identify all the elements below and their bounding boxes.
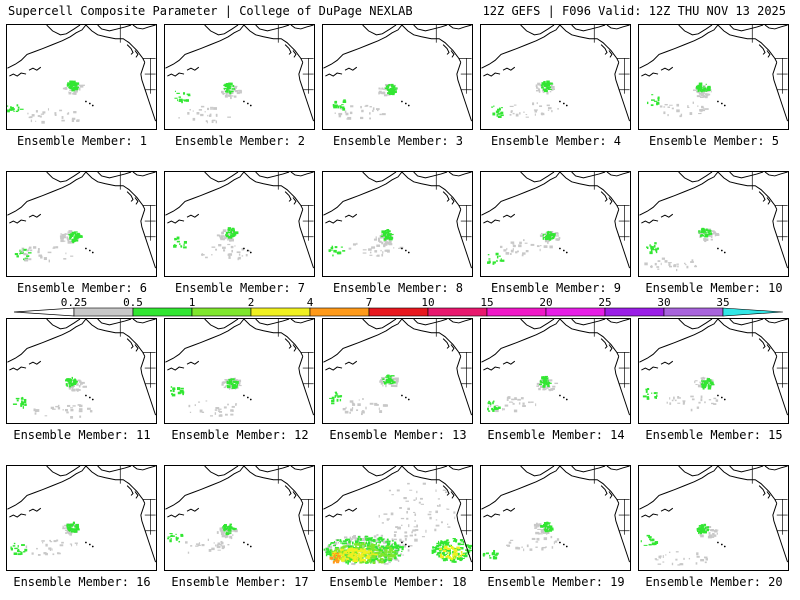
ensemble-member-map <box>322 171 473 277</box>
ensemble-member-map <box>6 318 157 424</box>
scp-field-map <box>481 319 630 416</box>
ensemble-member-label: Ensemble Member: 9 <box>490 281 622 295</box>
scp-field-map <box>323 466 472 566</box>
ensemble-member-map <box>322 465 473 571</box>
ensemble-member-map <box>480 318 631 424</box>
colorbar-tick: 7 <box>365 296 373 309</box>
colorbar-tick: 10 <box>421 296 435 309</box>
scp-field-map <box>639 172 788 272</box>
scp-field-map <box>323 25 472 122</box>
scp-field-map <box>639 319 788 416</box>
colorbar-segment <box>368 307 429 317</box>
colorbar-segment <box>604 307 665 317</box>
colorbar-segment <box>132 307 193 317</box>
ensemble-member-label: Ensemble Member: 5 <box>648 134 780 148</box>
colorbar-tick: 15 <box>480 296 494 309</box>
colorbar-segment <box>309 307 370 317</box>
ensemble-member-map <box>638 24 789 130</box>
scp-field-map <box>165 25 314 124</box>
scp-field-map <box>165 172 314 269</box>
colorbar-tick: 0.25 <box>60 296 88 309</box>
colorbar-segment <box>191 307 252 317</box>
ensemble-member-map <box>480 465 631 571</box>
ensemble-member-map <box>638 465 789 571</box>
ensemble-member-map <box>322 318 473 424</box>
ensemble-member-map <box>638 318 789 424</box>
colorbar-segment <box>486 307 547 317</box>
scp-field-map <box>481 466 630 563</box>
ensemble-member-map <box>6 171 157 277</box>
ensemble-member-label: Ensemble Member: 6 <box>16 281 148 295</box>
ensemble-member-map <box>164 318 315 424</box>
ensemble-member-label: Ensemble Member: 11 <box>13 428 151 442</box>
colorbar-tick: 35 <box>716 296 730 309</box>
scp-field-map <box>7 25 156 124</box>
ensemble-member-label: Ensemble Member: 19 <box>487 575 625 589</box>
ensemble-member-map <box>164 465 315 571</box>
colorbar-tick: 30 <box>657 296 671 309</box>
scp-field-map <box>7 319 156 419</box>
ensemble-member-label: Ensemble Member: 10 <box>645 281 783 295</box>
scp-field-map <box>7 466 156 563</box>
ensemble-member-label: Ensemble Member: 15 <box>645 428 783 442</box>
ensemble-member-label: Ensemble Member: 2 <box>174 134 306 148</box>
colorbar-tick: 0.5 <box>123 296 143 309</box>
ensemble-member-map <box>638 171 789 277</box>
colorbar-segment <box>427 307 488 317</box>
ensemble-member-map <box>164 24 315 130</box>
ensemble-member-map <box>322 24 473 130</box>
ensemble-member-label: Ensemble Member: 20 <box>645 575 783 589</box>
map-title: Supercell Composite Parameter | College … <box>8 4 413 18</box>
ensemble-member-label: Ensemble Member: 17 <box>171 575 309 589</box>
scp-field-map <box>323 172 472 269</box>
ensemble-member-label: Ensemble Member: 8 <box>332 281 464 295</box>
colorbar-tick: 4 <box>306 296 314 309</box>
ensemble-member-label: Ensemble Member: 1 <box>16 134 148 148</box>
colorbar-segment <box>73 307 134 317</box>
colorbar-segment <box>545 307 606 317</box>
ensemble-member-label: Ensemble Member: 18 <box>329 575 467 589</box>
ensemble-member-label: Ensemble Member: 3 <box>332 134 464 148</box>
colorbar-min-arrow <box>13 307 75 317</box>
ensemble-member-map <box>480 171 631 277</box>
colorbar-tick: 25 <box>598 296 612 309</box>
ensemble-member-map <box>164 171 315 277</box>
scp-field-map <box>7 172 156 269</box>
scp-field-map <box>639 466 788 566</box>
ensemble-member-label: Ensemble Member: 14 <box>487 428 625 442</box>
scp-field-map <box>639 25 788 122</box>
scp-field-map <box>481 172 630 269</box>
ensemble-member-map <box>480 24 631 130</box>
model-valid-time: 12Z GEFS | F096 Valid: 12Z THU NOV 13 20… <box>482 4 786 18</box>
scp-field-map <box>165 319 314 417</box>
scp-field-map <box>165 466 314 563</box>
ensemble-member-label: Ensemble Member: 4 <box>490 134 622 148</box>
ensemble-member-label: Ensemble Member: 12 <box>171 428 309 442</box>
scp-field-map <box>323 319 472 416</box>
scp-field-map <box>481 25 630 122</box>
colorbar-segment <box>250 307 311 317</box>
ensemble-member-label: Ensemble Member: 16 <box>13 575 151 589</box>
ensemble-member-label: Ensemble Member: 7 <box>174 281 306 295</box>
colorbar-tick: 1 <box>188 296 196 309</box>
ensemble-member-map <box>6 24 157 130</box>
colorbar-tick: 20 <box>539 296 553 309</box>
ensemble-member-label: Ensemble Member: 13 <box>329 428 467 442</box>
colorbar-tick: 2 <box>247 296 255 309</box>
colorbar-segment <box>663 307 724 317</box>
ensemble-member-map <box>6 465 157 571</box>
colorbar-segment <box>722 307 784 317</box>
